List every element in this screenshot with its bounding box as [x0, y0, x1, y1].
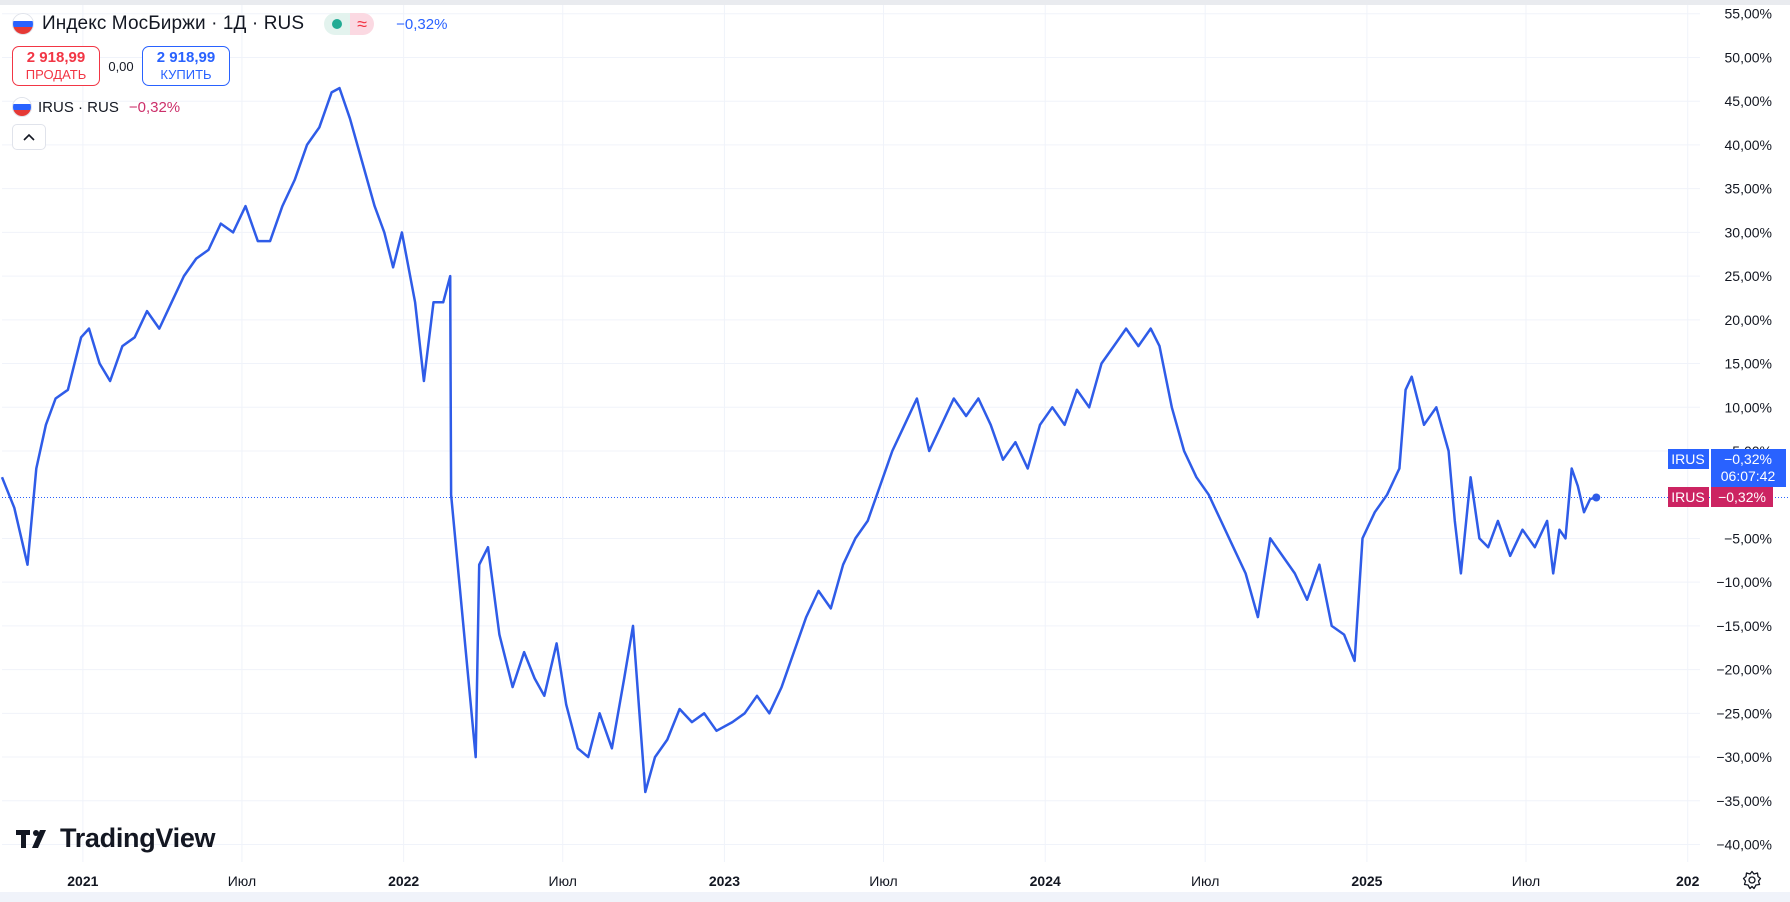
main-price-tag-bg — [1711, 449, 1786, 487]
x-tick-label: 2025 — [1351, 873, 1382, 889]
x-tick-label: 2021 — [67, 873, 98, 889]
x-tick-label: Июл — [228, 873, 256, 889]
y-tick-label: −15,00% — [1716, 618, 1772, 634]
main-price-value: −0,32% — [1724, 451, 1772, 467]
spread-value: 0,00 — [108, 58, 134, 74]
y-tick-label: −10,00% — [1716, 574, 1772, 590]
grid — [2, 5, 1700, 862]
market-open-icon — [324, 13, 351, 35]
sell-button[interactable]: 2 918,99 ПРОДАТЬ — [12, 46, 100, 86]
y-tick-label: −5,00% — [1724, 530, 1772, 546]
y-tick-label: −35,00% — [1716, 793, 1772, 809]
x-tick-label: 2023 — [709, 873, 740, 889]
series-line — [0, 86, 1597, 794]
compare-symbol-tag-bg — [1668, 487, 1709, 507]
main-symbol-tag: IRUS — [1671, 451, 1704, 467]
x-tick-label: 202 — [1676, 873, 1700, 889]
price-labels: IRUS −0,32% 06:07:42 IRUS −0,32% — [1668, 449, 1786, 507]
y-tick-label: 40,00% — [1725, 137, 1772, 153]
x-tick-label: 2022 — [388, 873, 419, 889]
y-tick-label: 25,00% — [1725, 268, 1772, 284]
price-axis[interactable]: 55,00% 50,00% 45,00% 40,00% 35,00% 30,00% 25,0… — [1716, 6, 1772, 853]
y-tick-label: 35,00% — [1725, 181, 1772, 197]
compare-symbol-tag: IRUS — [1671, 489, 1704, 505]
buy-price: 2 918,99 — [156, 49, 216, 66]
y-tick-label: 20,00% — [1725, 312, 1772, 328]
trade-buttons: 2 918,99 ПРОДАТЬ 0,00 2 918,99 КУПИТЬ — [12, 46, 230, 86]
logo-text: TradingView — [60, 823, 216, 853]
y-tick-label: 55,00% — [1725, 6, 1772, 22]
legend-change: −0,32% — [396, 15, 448, 33]
series-layer — [0, 86, 1601, 794]
buy-button[interactable]: 2 918,99 КУПИТЬ — [142, 46, 230, 86]
bar-countdown: 06:07:42 — [1721, 468, 1776, 484]
y-tick-label: 10,00% — [1725, 399, 1772, 415]
x-tick-label: Июл — [549, 873, 577, 889]
symbol-title[interactable]: Индекс МосБиржи · 1Д · RUS — [42, 13, 305, 34]
y-tick-label: 45,00% — [1725, 93, 1772, 109]
chevron-up-icon — [23, 133, 35, 141]
compare-legend[interactable]: IRUS · RUS −0,32% — [12, 97, 180, 117]
y-tick-label: −30,00% — [1716, 749, 1772, 765]
tradingview-logo[interactable]: TradingView — [16, 823, 216, 854]
tradingview-logo-icon — [16, 829, 46, 848]
compare-change: −0,32% — [128, 98, 181, 116]
russia-flag-icon — [12, 97, 32, 117]
chart-settings-button[interactable] — [1741, 869, 1763, 891]
market-status[interactable]: ≈ — [324, 13, 375, 35]
russia-flag-icon — [12, 13, 34, 35]
gear-icon — [1742, 870, 1762, 890]
main-legend[interactable]: Индекс МосБиржи · 1Д · RUS ≈ −0,32% — [12, 13, 447, 35]
time-axis[interactable]: 2021 Июл 2022 Июл 2023 Июл 2024 Июл 2025 Июл 202 — [67, 873, 1699, 889]
y-tick-label: 15,00% — [1725, 356, 1772, 372]
y-tick-label: 30,00% — [1725, 224, 1772, 240]
x-tick-label: Июл — [1191, 873, 1219, 889]
sell-label: ПРОДАТЬ — [25, 67, 87, 82]
buy-label: КУПИТЬ — [160, 67, 212, 82]
compare-symbol[interactable]: IRUS · RUS — [38, 98, 119, 116]
collapse-legend-button[interactable] — [12, 124, 46, 150]
y-tick-label: −40,00% — [1716, 837, 1772, 853]
x-tick-label: 2024 — [1030, 873, 1061, 889]
y-tick-label: 50,00% — [1725, 49, 1772, 65]
compare-price-tag-bg — [1711, 487, 1773, 507]
x-tick-label: Июл — [869, 873, 897, 889]
last-point-marker — [1592, 493, 1601, 502]
delayed-data-icon: ≈ — [350, 13, 375, 35]
main-symbol-tag-bg — [1668, 449, 1709, 469]
compare-price-value: −0,32% — [1718, 489, 1766, 505]
x-tick-label: Июл — [1512, 873, 1540, 889]
sell-price: 2 918,99 — [26, 49, 86, 66]
bottom-border — [0, 892, 1790, 902]
y-tick-label: −25,00% — [1716, 705, 1772, 721]
y-tick-label: −20,00% — [1716, 662, 1772, 678]
top-border — [0, 0, 1790, 5]
